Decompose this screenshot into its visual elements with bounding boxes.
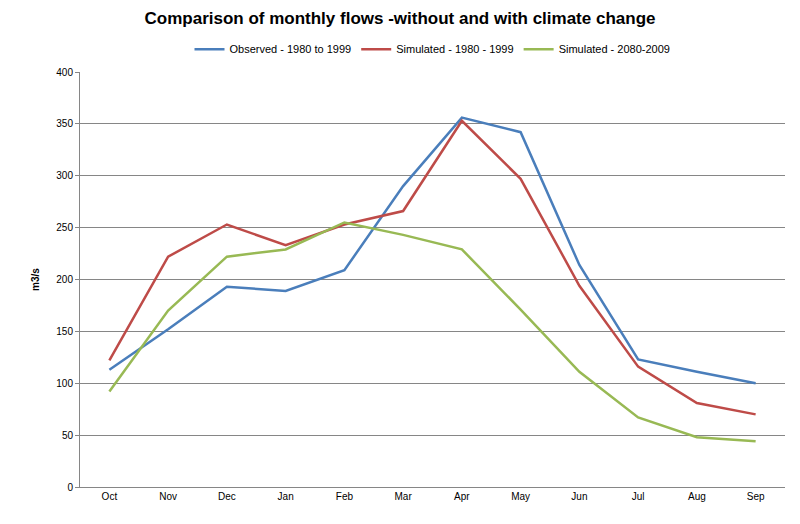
svg-text:Nov: Nov [159, 491, 177, 502]
svg-text:200: 200 [56, 274, 73, 285]
svg-text:Jan: Jan [278, 491, 294, 502]
svg-text:50: 50 [62, 430, 74, 441]
svg-text:250: 250 [56, 222, 73, 233]
svg-text:Simulated - 2080-2009: Simulated - 2080-2009 [559, 43, 670, 55]
svg-text:Comparison of monthly flows -w: Comparison of monthly flows -without and… [145, 9, 656, 28]
svg-text:Aug: Aug [688, 491, 706, 502]
svg-text:Observed - 1980 to 1999: Observed - 1980 to 1999 [230, 43, 352, 55]
svg-text:Jul: Jul [632, 491, 645, 502]
svg-text:m3/s: m3/s [30, 268, 41, 291]
svg-text:Jun: Jun [571, 491, 587, 502]
svg-text:100: 100 [56, 378, 73, 389]
svg-text:350: 350 [56, 118, 73, 129]
svg-text:Mar: Mar [395, 491, 413, 502]
svg-text:400: 400 [56, 67, 73, 78]
svg-text:Feb: Feb [336, 491, 354, 502]
svg-text:Simulated - 1980 - 1999: Simulated - 1980 - 1999 [396, 43, 513, 55]
svg-text:Dec: Dec [218, 491, 236, 502]
svg-text:300: 300 [56, 170, 73, 181]
svg-text:May: May [511, 491, 530, 502]
svg-text:150: 150 [56, 326, 73, 337]
svg-text:0: 0 [67, 482, 73, 493]
svg-text:Apr: Apr [454, 491, 470, 502]
svg-text:Sep: Sep [747, 491, 765, 502]
svg-text:Oct: Oct [102, 491, 118, 502]
